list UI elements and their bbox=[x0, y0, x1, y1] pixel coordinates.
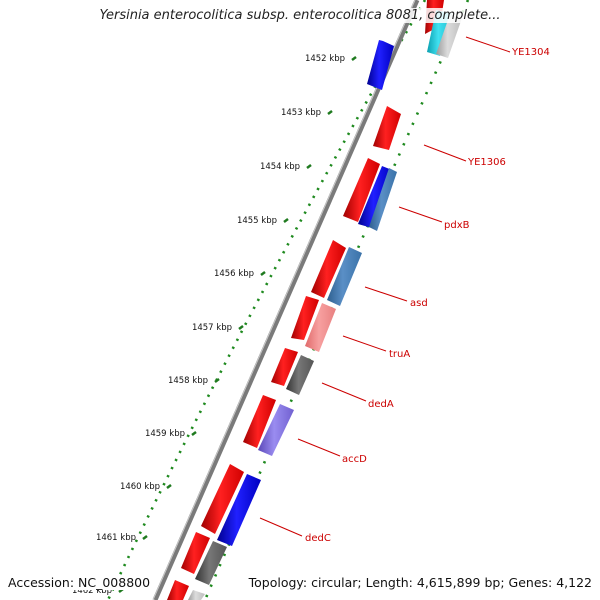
tick-mark bbox=[351, 56, 357, 61]
tick-label: 1458 kbp bbox=[168, 376, 208, 386]
tick-label: 1461 kbp bbox=[96, 533, 136, 543]
map-title: Yersinia enterocolitica subsp. enterocol… bbox=[0, 8, 600, 23]
gene-label[interactable]: YE1304 bbox=[511, 47, 550, 58]
tick-label: 1457 kbp bbox=[192, 323, 232, 333]
tick-label: 1462 kbp bbox=[72, 586, 112, 596]
backbone-highlight bbox=[152, 0, 416, 600]
gene-feature[interactable] bbox=[188, 590, 205, 600]
tick-label: 1455 kbp bbox=[237, 216, 277, 226]
tick-mark bbox=[306, 164, 312, 169]
tick-mark bbox=[166, 484, 172, 489]
gene-feature[interactable] bbox=[343, 158, 380, 222]
gene-label-leader bbox=[342, 335, 387, 352]
gene-label-leader bbox=[398, 206, 443, 223]
tick-label: 1460 kbp bbox=[120, 482, 160, 492]
tick-mark bbox=[214, 378, 220, 383]
gene-label[interactable]: dedC bbox=[305, 533, 331, 544]
gene-label[interactable]: asd bbox=[410, 298, 428, 309]
gene-feature[interactable] bbox=[201, 464, 244, 534]
position-ruler-line bbox=[106, 0, 427, 600]
gene-feature[interactable] bbox=[167, 580, 189, 600]
tick-label: 1454 kbp bbox=[260, 162, 300, 172]
gene-label-leader bbox=[297, 438, 341, 457]
gene-feature[interactable] bbox=[195, 541, 227, 585]
tick-mark bbox=[191, 431, 197, 436]
gene-feature[interactable] bbox=[358, 166, 392, 228]
gene-feature[interactable] bbox=[271, 348, 298, 386]
accession-text: Accession: NC_008800 bbox=[8, 575, 151, 590]
gene-feature[interactable] bbox=[311, 240, 346, 298]
gene-feature[interactable] bbox=[436, 14, 462, 58]
genome-stats-text: Topology: circular; Length: 4,615,899 bp… bbox=[248, 575, 592, 590]
tick-label: 1453 kbp bbox=[281, 108, 321, 118]
gene-feature[interactable] bbox=[305, 303, 336, 352]
gene-feature[interactable] bbox=[181, 532, 210, 574]
gene-feature[interactable] bbox=[373, 106, 401, 150]
tick-mark bbox=[238, 325, 244, 330]
gene-label[interactable]: pdxB bbox=[444, 220, 470, 231]
gene-label[interactable]: accD bbox=[342, 454, 367, 465]
gene-label-leader bbox=[321, 382, 367, 402]
gene-feature[interactable] bbox=[243, 395, 276, 448]
gene-feature[interactable] bbox=[367, 40, 394, 90]
gene-feature[interactable] bbox=[286, 355, 314, 395]
gene-label[interactable]: truA bbox=[389, 349, 410, 360]
gene-label-leader bbox=[423, 144, 467, 162]
gene-feature[interactable] bbox=[327, 247, 362, 306]
tick-mark bbox=[283, 218, 289, 223]
tick-label: 1459 kbp bbox=[145, 429, 185, 439]
gene-label-leader bbox=[465, 36, 511, 53]
gene-label-leader bbox=[259, 517, 303, 537]
gene-feature[interactable] bbox=[217, 474, 261, 546]
gene-label-layer: YE1304 YE1306 pdxB asd truA dedA accD dedC bbox=[259, 36, 550, 544]
tick-mark bbox=[260, 271, 266, 276]
gene-label-leader bbox=[364, 286, 408, 302]
tick-label: 1456 kbp bbox=[214, 269, 254, 279]
tick-mark bbox=[142, 535, 148, 540]
gene-feature[interactable] bbox=[258, 404, 294, 456]
gene-feature[interactable] bbox=[291, 296, 319, 340]
gene-label[interactable]: dedA bbox=[368, 399, 394, 410]
tick-layer: 1452 kbp 1453 kbp 1454 kbp 1455 kbp 1456 kbp… bbox=[72, 54, 357, 596]
tick-mark bbox=[327, 110, 333, 115]
gene-label[interactable]: YE1306 bbox=[467, 157, 506, 168]
tick-label: 1452 kbp bbox=[305, 54, 345, 64]
gene-feature[interactable] bbox=[369, 168, 397, 231]
genome-backbone bbox=[152, 0, 420, 600]
gene-layer bbox=[167, 0, 462, 600]
